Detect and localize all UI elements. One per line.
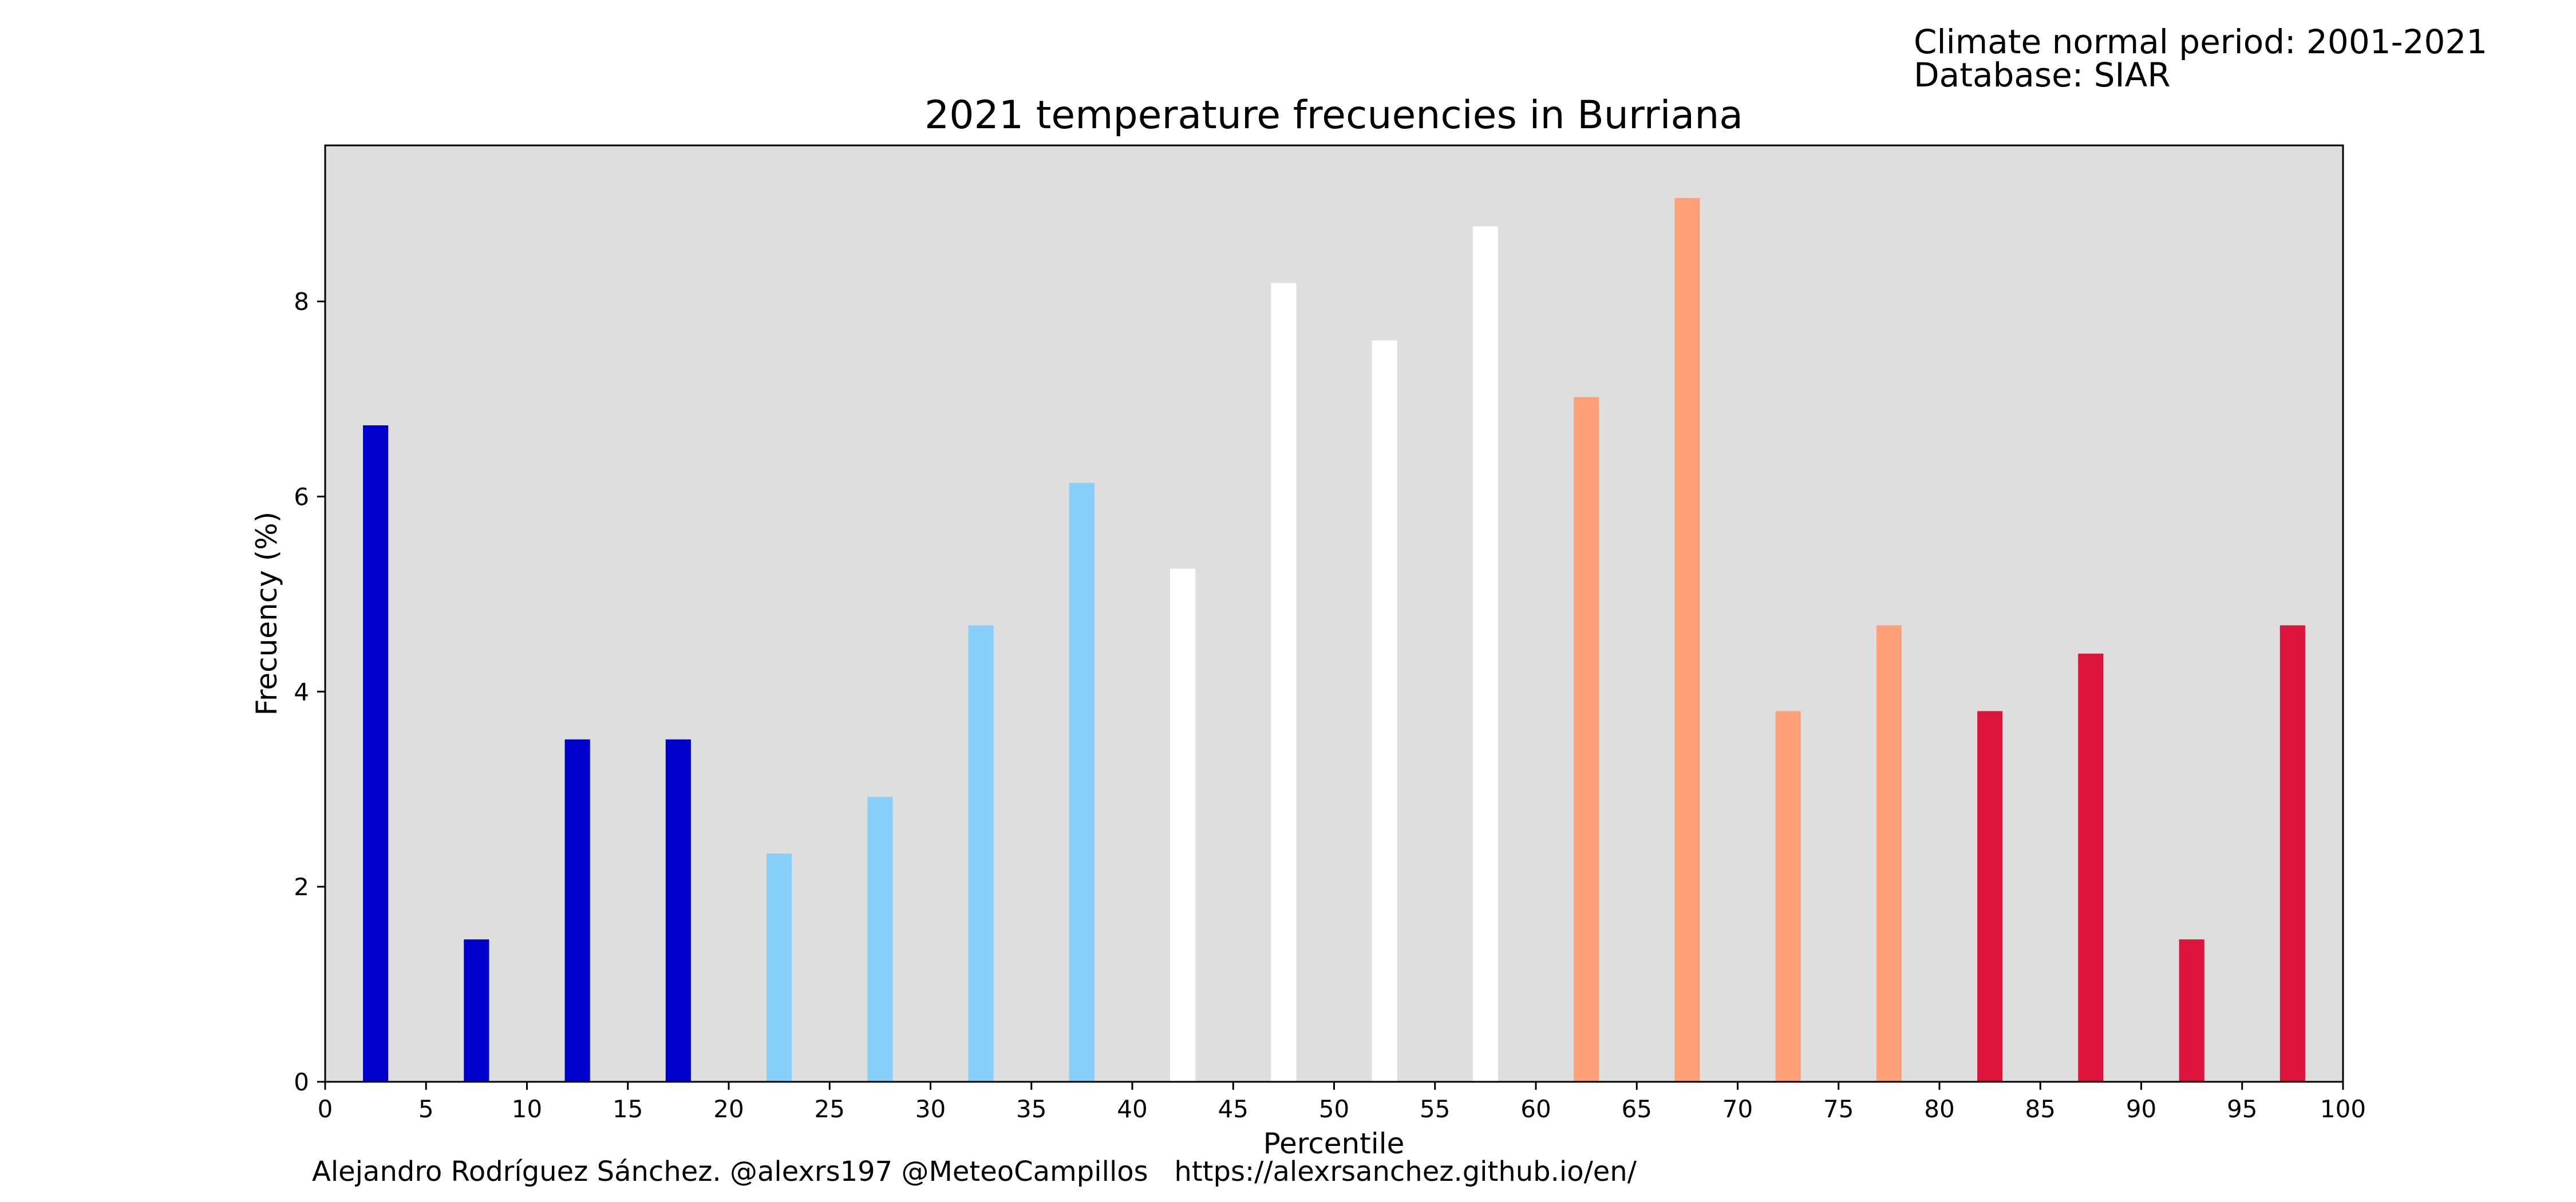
bar-percentile-67.5 [1674, 198, 1700, 1082]
x-tick-label: 5 [418, 1095, 434, 1123]
x-tick-label: 40 [1117, 1095, 1147, 1123]
bar-percentile-7.5 [464, 939, 489, 1082]
x-tick-label: 75 [1823, 1095, 1854, 1123]
climate-normal-label: Climate normal period: 2001-2021 [1914, 22, 2487, 61]
x-tick-label: 50 [1319, 1095, 1349, 1123]
bar-percentile-92.5 [2179, 939, 2204, 1082]
y-axis-label: Frecuency (%) [250, 512, 283, 715]
database-label: Database: SIAR [1914, 56, 2171, 94]
bar-percentile-37.5 [1069, 483, 1095, 1082]
x-tick-label: 25 [815, 1095, 845, 1123]
bar-percentile-57.5 [1472, 226, 1498, 1082]
bar-percentile-27.5 [867, 797, 893, 1082]
y-tick-label: 4 [294, 678, 309, 706]
x-tick-label: 35 [1016, 1095, 1046, 1123]
y-tick-label: 2 [294, 873, 309, 901]
x-axis-label: Percentile [1263, 1127, 1405, 1160]
x-tick-label: 85 [2025, 1095, 2056, 1123]
bar-percentile-32.5 [968, 625, 994, 1082]
bar-percentile-77.5 [1876, 625, 1902, 1082]
x-tick-label: 15 [613, 1095, 643, 1123]
bar-percentile-42.5 [1170, 568, 1196, 1082]
bar-percentile-52.5 [1372, 340, 1397, 1082]
bar-percentile-97.5 [2279, 625, 2305, 1082]
y-tick-label: 8 [294, 288, 309, 316]
bar-percentile-72.5 [1775, 711, 1801, 1082]
x-tick-label: 70 [1722, 1095, 1753, 1123]
footer-credit: Alejandro Rodríguez Sánchez. @alexrs197 … [312, 1156, 1637, 1188]
bar-percentile-87.5 [2078, 653, 2104, 1082]
y-tick-label: 6 [294, 483, 309, 511]
x-tick-label: 65 [1622, 1095, 1652, 1123]
x-axis-ticks: 0 5 10 15 20 25 30 35 40 45 50 55 60 65 70 75 80 85 90 95 10… [318, 1082, 2366, 1123]
x-tick-label: 90 [2126, 1095, 2156, 1123]
x-tick-label: 20 [713, 1095, 744, 1123]
x-tick-label: 95 [2227, 1095, 2257, 1123]
y-axis-ticks: 0 2 4 6 8 [294, 288, 325, 1096]
bar-percentile-2.5 [363, 425, 389, 1082]
x-tick-label: 45 [1218, 1095, 1249, 1123]
x-tick-label: 100 [2320, 1095, 2366, 1123]
bar-percentile-17.5 [665, 739, 691, 1082]
x-tick-label: 55 [1420, 1095, 1450, 1123]
bar-percentile-62.5 [1574, 397, 1599, 1082]
bar-percentile-82.5 [1977, 711, 2003, 1082]
chart-title: 2021 temperature frecuencies in Burriana [924, 93, 1743, 138]
y-tick-label: 0 [294, 1068, 309, 1096]
x-tick-label: 10 [512, 1095, 542, 1123]
bars-group [363, 198, 2305, 1082]
plot-area [325, 145, 2343, 1082]
x-tick-label: 80 [1924, 1095, 1954, 1123]
bar-percentile-22.5 [767, 853, 792, 1082]
bar-percentile-12.5 [564, 739, 590, 1082]
x-tick-label: 30 [915, 1095, 946, 1123]
x-tick-label: 60 [1520, 1095, 1551, 1123]
x-tick-label: 0 [318, 1095, 333, 1123]
bar-percentile-47.5 [1271, 283, 1297, 1082]
